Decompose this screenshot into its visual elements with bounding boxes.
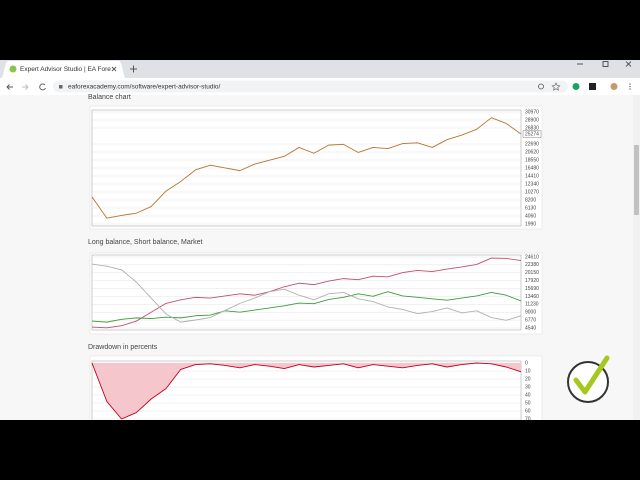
zoom-icon[interactable] [538,83,544,90]
tab[interactable] [2,61,125,78]
drawdown-line [91,362,522,420]
tab-title[interactable]: Expert Advisor Studio | EA Fore [20,66,111,73]
y-tick-label: 8200 [525,197,536,203]
tab-close[interactable] [111,66,117,72]
extension-icon[interactable] [589,83,596,90]
y-tick-label: 50 [525,400,531,406]
last-value-badge [522,130,542,138]
y-tick-label: 20150 [525,270,539,276]
address-bar[interactable] [53,80,568,93]
y-tick-label: 10 [525,368,531,374]
y-tick-label: 18550 [525,157,539,163]
y-tick-label: 10270 [525,189,539,195]
y-tick-label: 28900 [525,117,539,123]
chart: Drawdown in percents 0 10 20 30 40 50 60 70 [88,344,543,427]
y-tick-label: 11230 [525,302,539,308]
lock-icon [59,85,63,89]
profile-avatar[interactable] [610,83,618,90]
url[interactable]: eaforexacademy.com/software/expert-advis… [68,84,221,91]
y-tick-label: 60 [525,408,531,414]
y-tick-label: 30970 [525,109,539,115]
y-tick-label: 15690 [525,286,539,292]
close-window[interactable] [625,61,632,67]
letterbox-top [0,0,640,60]
brand-logo [567,355,610,403]
y-tick-label: 12340 [525,181,539,187]
scrollbar-thumb[interactable] [634,145,639,215]
y-tick-label: 20 [525,376,531,382]
y-tick-label: 26830 [525,125,539,131]
y-tick-label: 20620 [525,149,539,155]
plot-area [91,254,522,331]
logo-check [573,355,610,395]
extension-icon[interactable] [572,83,580,90]
reload-button[interactable] [39,83,46,91]
y-tick-label: 70 [525,416,531,422]
scrollbar [633,95,640,420]
y-tick-label: 4540 [525,325,536,331]
y-tick-label: 22690 [525,141,539,147]
forward-button[interactable] [22,84,29,90]
y-tick-label: 6770 [525,317,536,323]
letterbox-bottom [0,420,640,480]
chart: Balance chart 1990 4060 6130 8200 10270 12340 1… [88,94,543,230]
series-line [91,263,522,323]
y-tick-label: 17920 [525,278,539,284]
y-tick-label: 22380 [525,262,539,268]
chart-title: Long balance, Short balance, Market [88,239,202,246]
back-button[interactable] [6,84,13,90]
y-tick-label: 0 [525,360,528,366]
new-tab[interactable] [130,65,137,73]
y-tick-label: 4060 [525,213,536,219]
y-tick-label: 30 [525,384,531,390]
y-tick-label: 13460 [525,294,539,300]
series-line [91,291,522,323]
bookmark-star[interactable] [551,82,561,91]
y-tick-label: 40 [525,392,531,398]
y-tick-label: 6130 [525,205,536,211]
chart-title: Balance chart [88,94,131,101]
chart: Long balance, Short balance, Market 4540 6… [88,239,543,335]
y-tick-label: 9000 [525,310,536,316]
series-line [91,257,522,329]
charts: Balance chart199040606130820010270123401… [88,94,543,427]
y-tick-label: 24610 [525,254,539,260]
y-tick-label: 16480 [525,165,539,171]
tab-favicon [9,65,17,73]
chart-title: Drawdown in percents [88,344,158,351]
series-line [91,117,522,219]
drawdown-area [92,363,521,419]
maximize[interactable] [602,61,609,67]
y-tick-label: 14410 [525,173,539,179]
tab-strip [0,60,640,78]
last-value-label: 25274 [525,131,539,137]
y-tick-label: 1990 [525,221,536,227]
